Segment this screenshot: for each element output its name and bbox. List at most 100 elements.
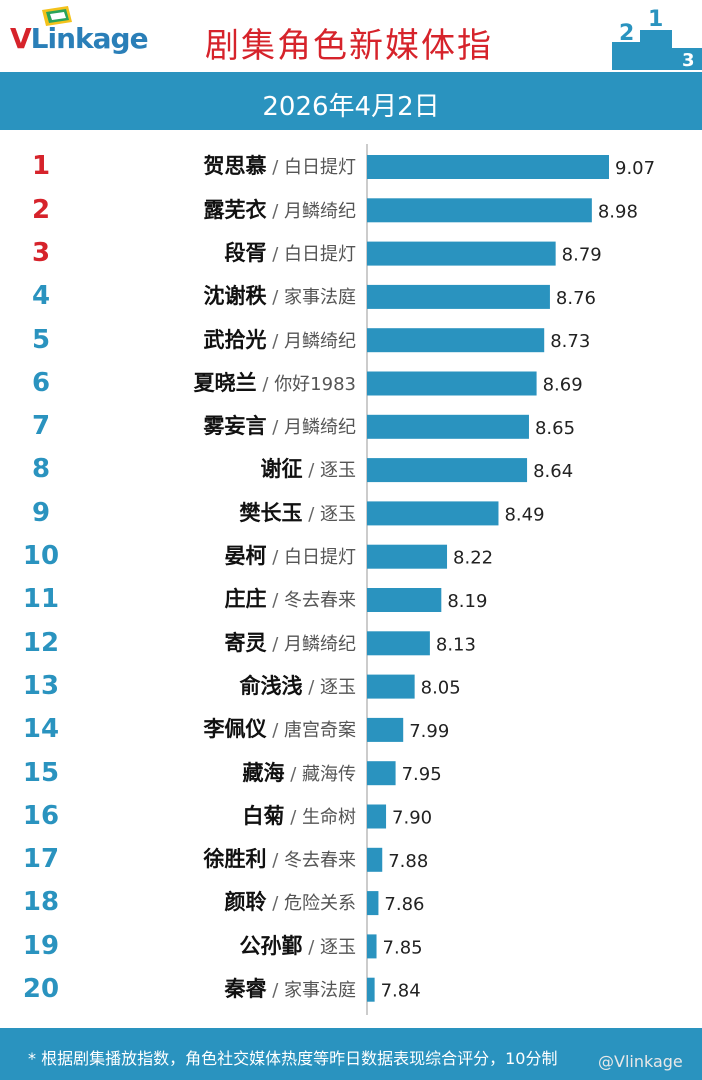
rank-number: 5 xyxy=(31,324,51,355)
character-name: 沈谢秩 xyxy=(203,284,267,309)
bar-7 xyxy=(367,414,529,439)
chart-row: 15 藏海 / 藏海传 xyxy=(0,752,702,795)
category-label: 贺思慕 / 白日提灯 xyxy=(203,145,356,189)
show-title: 月鳞绮纪 xyxy=(284,633,356,655)
rank-number: 13 xyxy=(22,670,60,701)
value-label-4: 8.76 xyxy=(556,288,596,309)
character-name: 李佩仪 xyxy=(203,717,267,742)
brand-logo: VLinkage xyxy=(10,22,149,55)
chart-row: 14 李佩仪 / 唐宫奇案 xyxy=(0,708,702,751)
bar-9 xyxy=(367,501,499,526)
rank-number: 18 xyxy=(22,887,60,918)
bar-16 xyxy=(367,804,387,829)
character-name: 藏海 xyxy=(242,760,285,785)
category-label: 雾妄言 / 月鳞绮纪 xyxy=(203,405,356,449)
rank-number: 12 xyxy=(22,627,60,658)
chart-row: 19 公孙鄞 / 逐玉 xyxy=(0,925,702,968)
bar-19 xyxy=(367,934,377,959)
rank-number: 4 xyxy=(31,281,51,312)
category-label: 李佩仪 / 唐宫奇案 xyxy=(203,708,356,752)
category-label: 段胥 / 白日提灯 xyxy=(224,232,356,276)
bar-1 xyxy=(367,155,609,179)
label-separator: / xyxy=(256,373,275,395)
character-name: 寄灵 xyxy=(224,630,267,655)
category-label: 谢征 / 逐玉 xyxy=(260,448,356,492)
chart-row: 5 武拾光 / 月鳞绮纪 xyxy=(0,319,702,362)
label-separator: / xyxy=(266,547,284,569)
show-title: 藏海传 xyxy=(302,763,356,785)
bar-11 xyxy=(367,588,442,612)
value-label-19: 7.85 xyxy=(383,937,423,958)
value-label-1: 9.07 xyxy=(615,158,655,179)
category-label: 露芜衣 / 月鳞绮纪 xyxy=(203,189,356,233)
rank-number: 19 xyxy=(22,930,60,961)
show-title: 月鳞绮纪 xyxy=(284,330,356,352)
value-label-17: 7.88 xyxy=(388,851,428,872)
svg-text:3: 3 xyxy=(682,50,695,70)
value-label-12: 8.13 xyxy=(436,634,476,655)
rank-number: 9 xyxy=(31,497,51,528)
label-separator: / xyxy=(266,200,284,222)
rank-number: 2 xyxy=(31,194,51,225)
show-title: 月鳞绮纪 xyxy=(284,417,356,439)
character-name: 白菊 xyxy=(242,803,285,828)
chart-row: 10 晏柯 / 白日提灯 xyxy=(0,535,702,578)
show-title: 你好1983 xyxy=(274,373,356,395)
bar-17 xyxy=(367,847,383,872)
show-title: 冬去春来 xyxy=(284,850,356,872)
rank-number: 20 xyxy=(22,974,60,1005)
character-name: 夏晓兰 xyxy=(193,370,257,395)
bar-2 xyxy=(367,198,592,223)
svg-text:1: 1 xyxy=(648,7,663,32)
value-label-10: 8.22 xyxy=(453,548,493,569)
rank-number: 1 xyxy=(31,151,51,182)
show-title: 白日提灯 xyxy=(284,157,356,179)
character-name: 徐胜利 xyxy=(203,847,267,872)
value-label-20: 7.84 xyxy=(381,981,421,1002)
value-label-11: 8.19 xyxy=(447,591,487,612)
bar-18 xyxy=(367,891,379,916)
value-label-16: 7.90 xyxy=(392,808,432,829)
category-label: 武拾光 / 月鳞绮纪 xyxy=(203,319,356,363)
chart-row: 6 夏晓兰 / 你好1983 xyxy=(0,362,702,405)
show-title: 逐玉 xyxy=(320,460,356,482)
rank-number: 14 xyxy=(22,714,60,745)
chart-row: 12 寄灵 / 月鳞绮纪 xyxy=(0,622,702,665)
rank-number: 10 xyxy=(22,541,60,572)
category-label: 公孙鄞 / 逐玉 xyxy=(239,925,356,969)
bar-10 xyxy=(367,544,448,569)
rank-number: 8 xyxy=(31,454,51,485)
label-separator: / xyxy=(302,676,320,698)
category-label: 秦睿 / 家事法庭 xyxy=(224,968,356,1012)
label-separator: / xyxy=(266,330,284,352)
category-label: 夏晓兰 / 你好1983 xyxy=(194,362,356,406)
rank-number: 6 xyxy=(31,367,51,398)
rank-number: 17 xyxy=(22,844,60,875)
category-label: 白菊 / 生命树 xyxy=(242,795,356,839)
category-label: 晏柯 / 白日提灯 xyxy=(224,535,356,579)
label-separator: / xyxy=(266,633,284,655)
value-label-14: 7.99 xyxy=(409,721,449,742)
bar-chart-svg: 9.07 8.98 8.79 8.76 8.73 8.69 8.65 8.64 8.49 8.22… xyxy=(366,144,655,1015)
label-separator: / xyxy=(284,763,302,785)
label-separator: / xyxy=(302,503,320,525)
character-name: 贺思慕 xyxy=(203,154,267,179)
value-label-15: 7.95 xyxy=(402,764,442,785)
value-label-3: 8.79 xyxy=(562,245,602,266)
character-name: 公孙鄞 xyxy=(239,933,303,958)
label-separator: / xyxy=(302,460,320,482)
chart-row: 11 庄庄 / 冬去春来 xyxy=(0,578,702,621)
chart-title: 剧集角色新媒体指 xyxy=(205,26,493,66)
show-title: 逐玉 xyxy=(320,676,356,698)
character-name: 武拾光 xyxy=(203,327,267,352)
show-title: 白日提灯 xyxy=(284,243,356,265)
rank-number: 15 xyxy=(22,757,60,788)
bar-8 xyxy=(367,458,528,483)
label-separator: / xyxy=(284,806,302,828)
character-name: 露芜衣 xyxy=(203,197,267,222)
logo-mark-icon xyxy=(42,6,72,26)
value-label-6: 8.69 xyxy=(543,375,583,396)
show-title: 白日提灯 xyxy=(284,547,356,569)
chart-row: 18 颜聆 / 危险关系 xyxy=(0,881,702,924)
label-separator: / xyxy=(266,287,284,309)
